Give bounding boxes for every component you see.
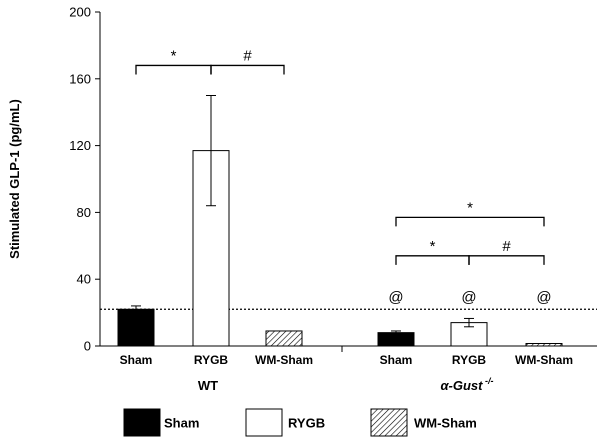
y-tick-label: 160 <box>69 71 91 86</box>
x-tick-label: WM-Sham <box>255 353 313 367</box>
significance-annotation: @ <box>536 289 551 306</box>
legend-label: RYGB <box>288 416 325 431</box>
y-tick-label: 40 <box>77 272 91 287</box>
significance-bracket <box>395 255 470 265</box>
significance-bracket <box>210 64 285 75</box>
bar <box>265 330 303 347</box>
significance-bracket <box>135 64 212 75</box>
x-tick-label: WM-Sham <box>515 353 573 367</box>
group-label: α-Gust -/- <box>440 376 493 393</box>
y-axis-label: Stimulated GLP-1 (pg/mL) <box>7 99 22 259</box>
significance-label: * <box>171 47 177 64</box>
legend-swatch <box>370 408 408 437</box>
significance-label: # <box>243 47 252 64</box>
significance-label: * <box>430 238 436 255</box>
x-tick-label: Sham <box>120 353 153 367</box>
significance-annotation: @ <box>461 289 476 306</box>
y-tick-label: 80 <box>77 205 91 220</box>
significance-bracket <box>395 216 545 227</box>
legend-swatch <box>123 408 161 437</box>
x-tick-label: RYGB <box>452 353 487 367</box>
legend-label: WM-Sham <box>414 416 477 431</box>
significance-label: * <box>467 199 473 216</box>
legend-swatch <box>245 408 283 437</box>
group-label: WT <box>198 378 218 393</box>
y-tick-label: 120 <box>69 138 91 153</box>
x-tick-label: Sham <box>380 353 413 367</box>
significance-bracket <box>468 255 545 265</box>
significance-annotation: @ <box>388 289 403 306</box>
x-tick-label: RYGB <box>194 353 229 367</box>
bar <box>117 308 155 347</box>
y-tick-label: 0 <box>84 339 91 354</box>
group-label-superscript: -/- <box>483 376 494 386</box>
significance-label: # <box>502 238 511 255</box>
y-tick-label: 200 <box>69 5 91 20</box>
legend-label: Sham <box>164 416 199 431</box>
